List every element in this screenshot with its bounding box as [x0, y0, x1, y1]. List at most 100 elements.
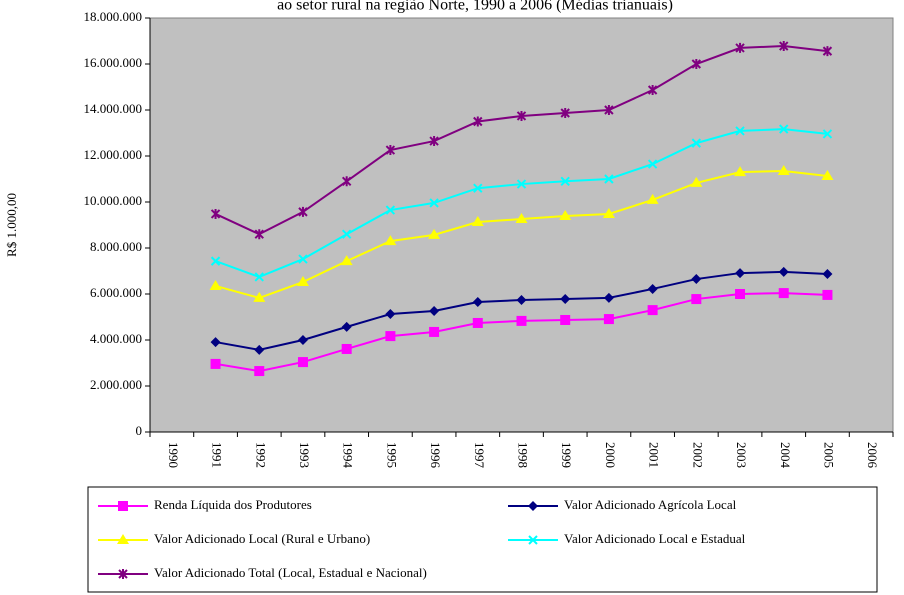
marker: [385, 205, 396, 215]
marker: [210, 256, 221, 266]
legend-marker: [118, 569, 128, 579]
marker: [560, 294, 571, 305]
y-tick-label: 16.000.000: [84, 55, 143, 70]
marker: [778, 288, 789, 299]
marker: [516, 315, 527, 326]
marker: [515, 213, 528, 224]
y-tick-label: 14.000.000: [84, 101, 143, 116]
x-tick-label: 2003: [734, 442, 749, 468]
legend-label: Renda Líquida dos Produtores: [154, 497, 312, 512]
y-tick-label: 12.000.000: [84, 147, 143, 162]
x-tick-label: 1997: [472, 442, 487, 469]
x-tick-label: 2005: [821, 442, 836, 468]
marker: [429, 198, 439, 208]
x-tick-label: 2002: [690, 442, 705, 468]
marker: [341, 343, 352, 354]
legend: [87, 486, 878, 593]
marker: [690, 176, 703, 187]
y-tick-label: 4.000.000: [90, 331, 142, 346]
marker: [254, 272, 264, 282]
marker: [559, 210, 572, 221]
y-tick-label: 10.000.000: [84, 193, 143, 208]
marker: [385, 309, 396, 320]
x-tick-label: 1990: [166, 442, 181, 468]
marker: [254, 344, 265, 355]
marker: [296, 276, 309, 287]
marker: [779, 124, 789, 134]
marker: [253, 291, 266, 302]
marker: [298, 254, 308, 264]
y-tick-label: 0: [136, 423, 143, 438]
marker: [734, 166, 747, 177]
marker: [428, 228, 441, 239]
marker: [602, 207, 615, 218]
y-axis-label: R$ 1.000,00: [4, 193, 19, 257]
marker: [560, 107, 570, 118]
x-tick-label: 1998: [516, 442, 531, 468]
marker: [647, 305, 658, 316]
marker: [341, 321, 352, 332]
marker: [735, 289, 746, 299]
marker: [429, 306, 440, 317]
series: [210, 266, 833, 355]
x-tick-label: 1994: [341, 442, 356, 469]
x-tick-label: 1991: [210, 442, 225, 468]
marker: [735, 268, 746, 279]
marker: [210, 358, 221, 369]
marker: [691, 274, 702, 285]
marker: [735, 42, 745, 53]
marker: [429, 326, 440, 337]
legend-marker: [118, 501, 128, 511]
marker: [691, 294, 702, 305]
marker: [647, 283, 658, 294]
x-tick-label: 2004: [778, 442, 793, 469]
marker: [473, 116, 483, 127]
marker: [516, 110, 527, 121]
marker: [603, 292, 614, 303]
legend-marker: [117, 534, 129, 544]
marker: [340, 255, 353, 266]
marker: [472, 317, 483, 328]
marker: [647, 159, 658, 169]
marker: [210, 337, 221, 348]
chart-title: ao setor rural na região Norte, 1990 a 2…: [277, 0, 673, 14]
marker: [822, 268, 833, 279]
legend-marker: [528, 535, 538, 545]
marker: [778, 266, 789, 277]
marker: [560, 176, 570, 187]
marker: [604, 105, 614, 115]
marker: [516, 179, 527, 189]
marker: [779, 41, 789, 52]
marker: [385, 331, 396, 342]
y-tick-label: 8.000.000: [90, 239, 142, 254]
marker: [254, 229, 264, 240]
x-tick-label: 1995: [384, 442, 399, 468]
marker: [254, 366, 265, 377]
series: [210, 41, 833, 240]
marker: [429, 136, 439, 147]
marker: [822, 46, 833, 57]
x-tick-label: 1999: [559, 442, 574, 468]
marker: [735, 126, 745, 136]
marker: [298, 206, 308, 217]
legend-label: Valor Adicionado Local e Estadual: [564, 531, 746, 546]
x-tick-label: 2001: [647, 442, 662, 468]
series: [210, 124, 833, 282]
y-tick-label: 2.000.000: [90, 377, 142, 392]
legend-label: Valor Adicionado Local (Rural e Urbano): [154, 531, 370, 546]
x-tick-label: 2006: [865, 442, 880, 469]
marker: [516, 294, 527, 305]
y-tick-label: 18.000.000: [84, 9, 143, 24]
x-tick-label: 1996: [428, 442, 443, 469]
marker: [385, 145, 396, 156]
marker: [647, 84, 658, 95]
x-tick-label: 1992: [253, 442, 268, 468]
marker: [691, 138, 702, 148]
x-tick-label: 2000: [603, 442, 618, 468]
marker: [777, 164, 790, 175]
marker: [691, 59, 702, 69]
series: [210, 288, 833, 377]
marker: [604, 174, 614, 184]
marker: [822, 289, 833, 300]
